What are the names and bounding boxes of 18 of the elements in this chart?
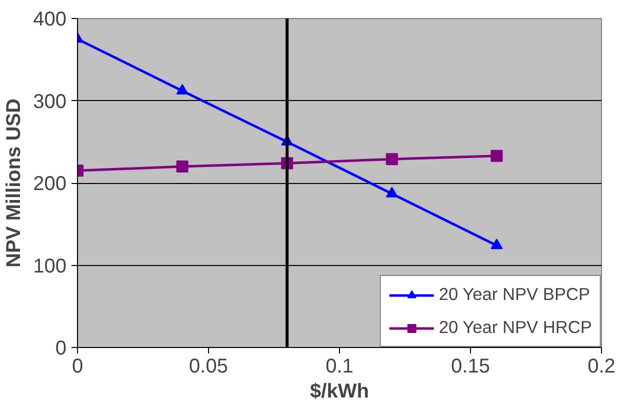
y-tick-label: 200: [33, 173, 67, 195]
x-tick-label: 0: [72, 356, 84, 378]
x-axis-title: $/kWh: [310, 380, 369, 402]
point: [176, 160, 188, 173]
x-tick-label: 0.05: [189, 356, 228, 378]
point: [386, 153, 398, 166]
point: [490, 150, 503, 162]
x-tick-label: 0.2: [588, 356, 616, 378]
y-tick-label: 400: [33, 8, 67, 30]
legend-label: 20 Year NPV BPCP: [438, 284, 590, 305]
point: [176, 84, 188, 95]
y-tick-label: 0: [55, 338, 66, 360]
x-tick-label: 0.1: [326, 356, 354, 378]
x-tick-label: 0.15: [451, 356, 490, 378]
y-axis-title: NPV Millions USD: [3, 98, 26, 268]
legend-label: 20 Year NPV HRCP: [438, 317, 592, 338]
y-tick-label: 100: [33, 255, 67, 278]
y-tick-label: 300: [33, 90, 67, 113]
